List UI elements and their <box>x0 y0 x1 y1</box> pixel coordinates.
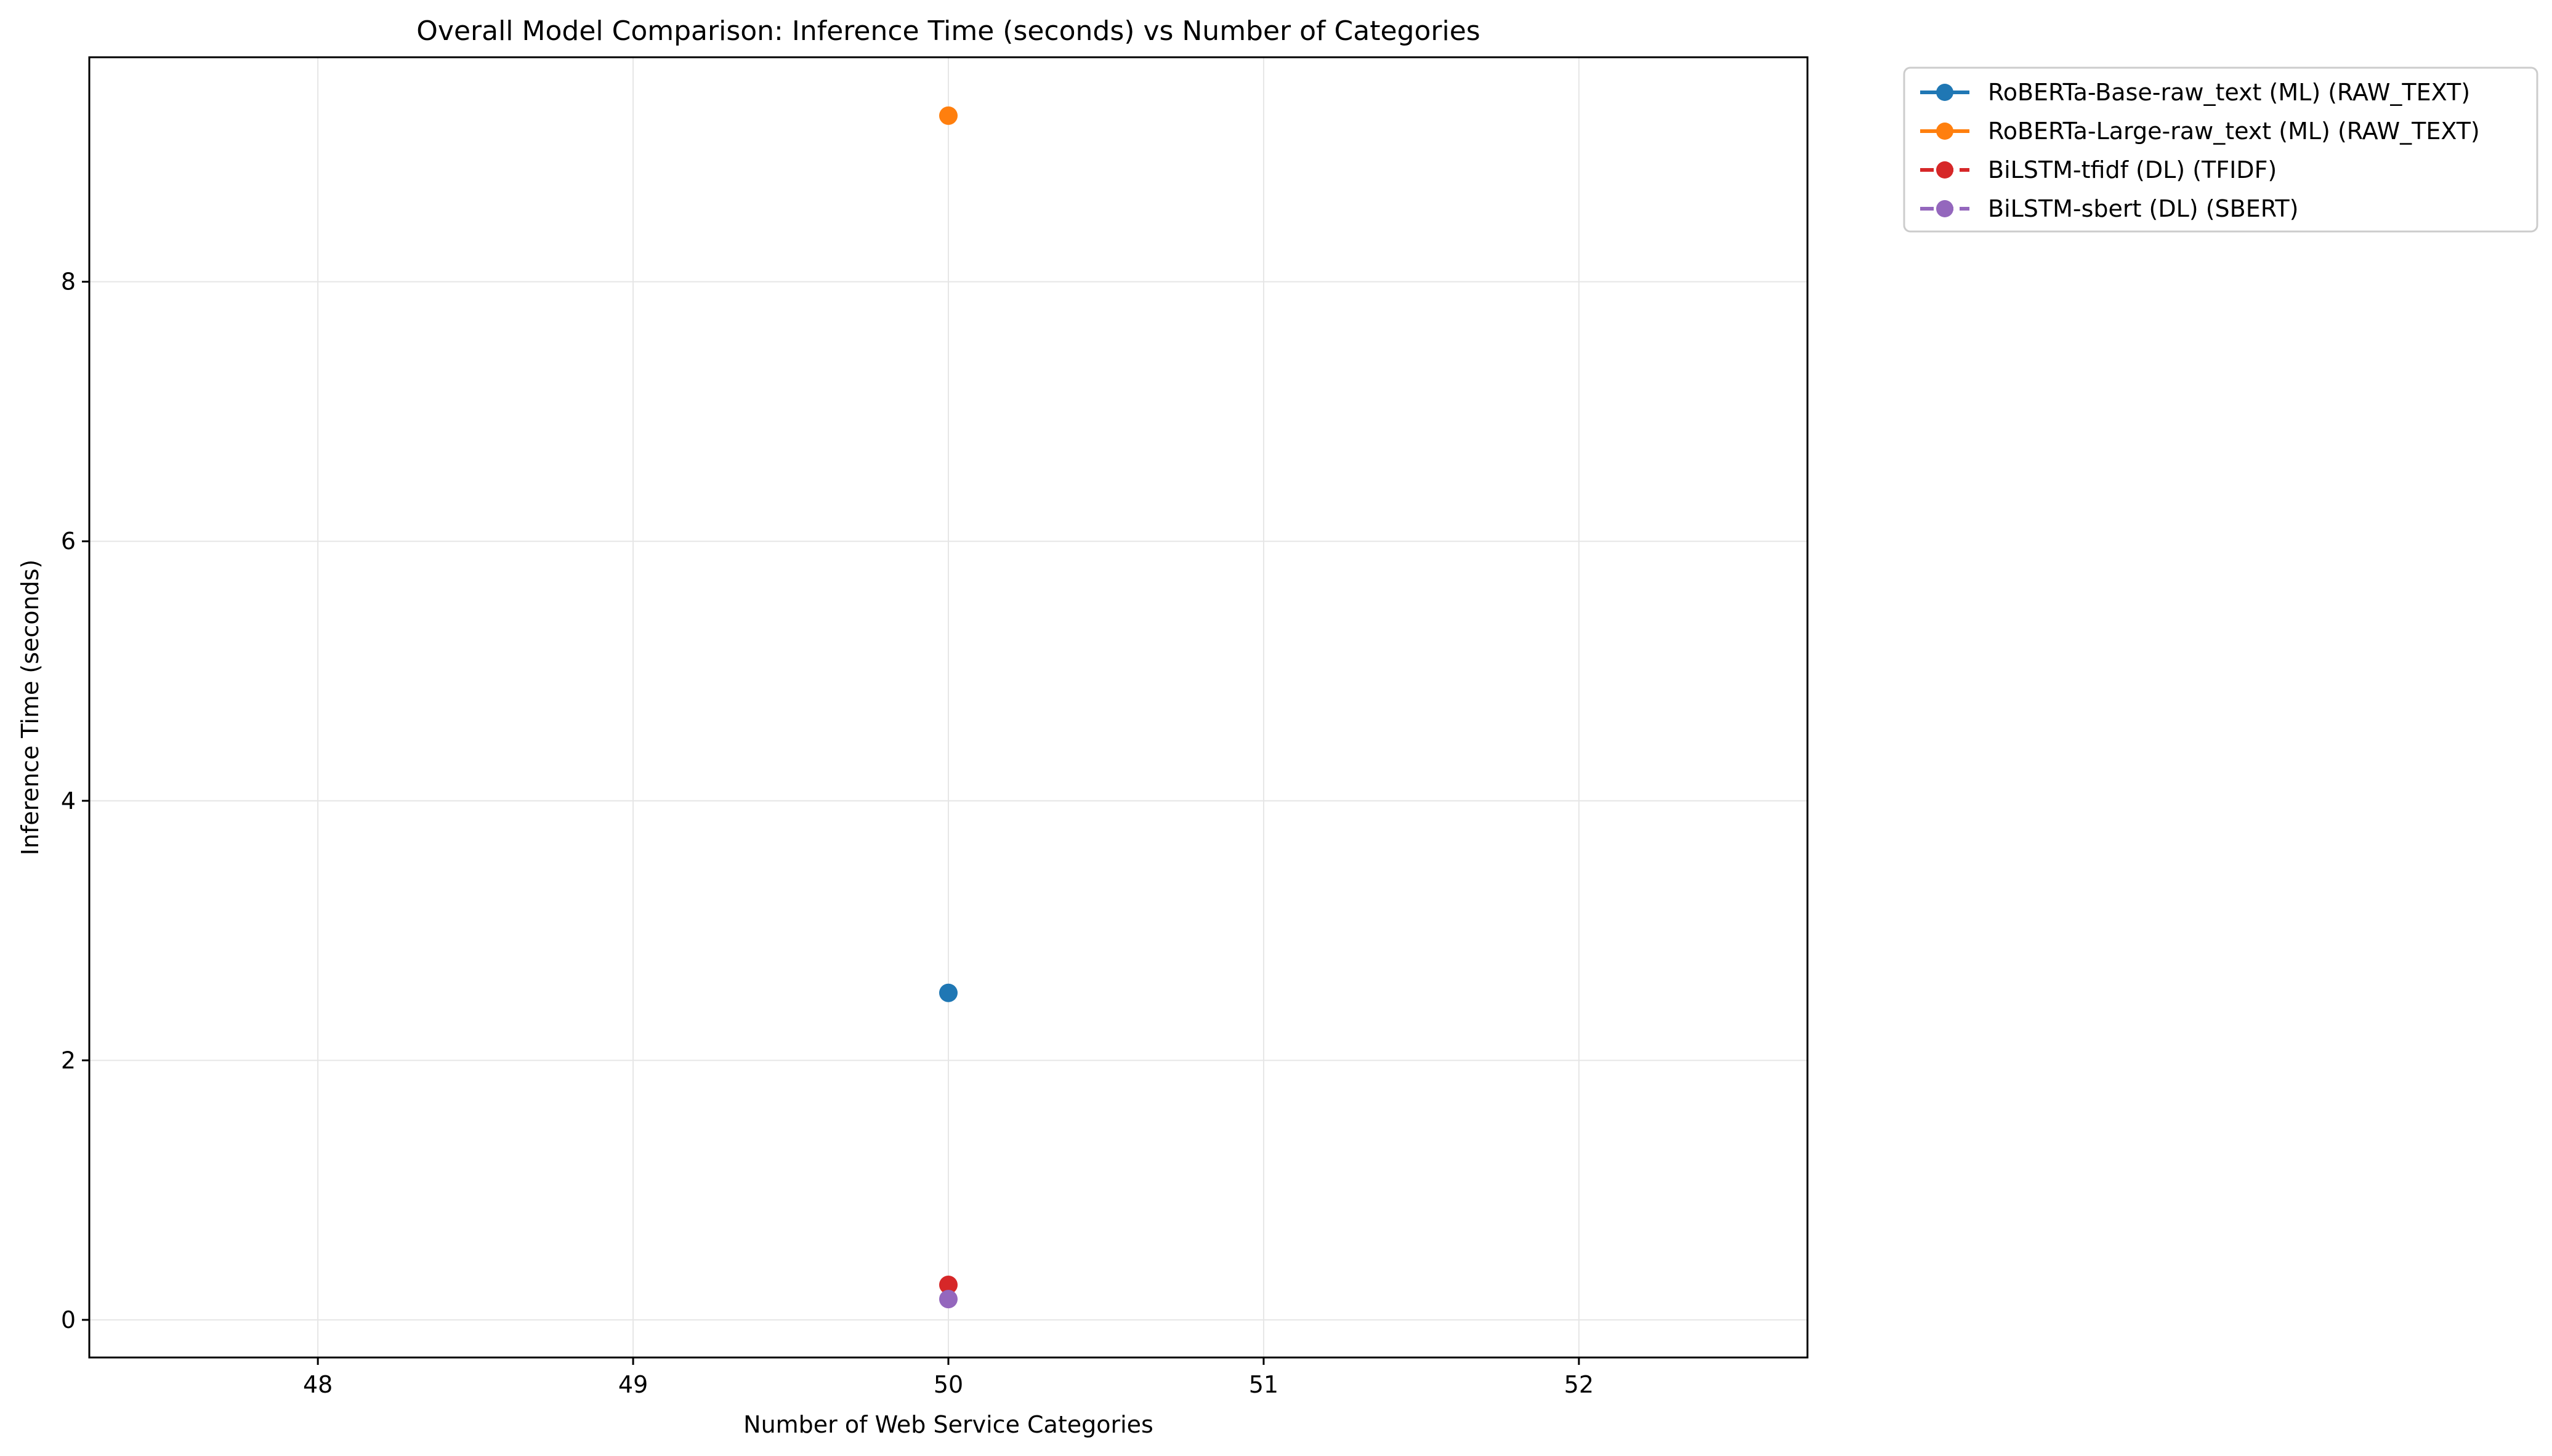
legend-box <box>1903 66 2538 233</box>
x-axis-label: Number of Web Service Categories <box>743 1411 1153 1438</box>
chart-title: Overall Model Comparison: Inference Time… <box>416 15 1480 47</box>
legend-item: RoBERTa-Large-raw_text (ML) (RAW_TEXT) <box>1920 118 2480 145</box>
series-group <box>939 1275 958 1294</box>
legend-item: BiLSTM-tfidf (DL) (TFIDF) <box>1920 156 2277 183</box>
y-tick-label: 6 <box>61 528 76 555</box>
y-tick-label: 2 <box>61 1047 76 1074</box>
data-point <box>939 1290 958 1309</box>
y-tick-label: 0 <box>61 1306 76 1333</box>
tick-layer: 48 49 50 51 52 0 2 4 6 8 <box>61 268 1594 1398</box>
series-group <box>939 1290 958 1309</box>
legend: RoBERTa-Base-raw_text (ML) (RAW_TEXT) RoB… <box>1903 66 2538 233</box>
data-point <box>939 1275 958 1294</box>
legend-items: RoBERTa-Base-raw_text (ML) (RAW_TEXT) RoB… <box>1920 79 2480 222</box>
legend-label: BiLSTM-sbert (DL) (SBERT) <box>1988 195 2298 222</box>
legend-label: RoBERTa-Large-raw_text (ML) (RAW_TEXT) <box>1988 118 2480 145</box>
series-layer <box>939 106 958 1309</box>
y-tick-label: 4 <box>61 787 76 814</box>
legend-label: RoBERTa-Base-raw_text (ML) (RAW_TEXT) <box>1988 79 2470 106</box>
data-point <box>939 983 958 1002</box>
legend-item: RoBERTa-Base-raw_text (ML) (RAW_TEXT) <box>1920 79 2470 106</box>
x-tick-label: 51 <box>1249 1371 1278 1398</box>
series-group <box>939 106 958 125</box>
legend-marker <box>1936 123 1953 140</box>
data-point <box>939 106 958 125</box>
series-group <box>939 983 958 1002</box>
legend-marker <box>1936 161 1953 179</box>
x-tick-label: 52 <box>1564 1371 1594 1398</box>
y-axis-label: Inference Time (seconds) <box>17 560 44 856</box>
grid-layer <box>89 57 1807 1357</box>
legend-marker <box>1936 200 1953 217</box>
x-tick-label: 49 <box>618 1371 648 1398</box>
legend-item: BiLSTM-sbert (DL) (SBERT) <box>1920 195 2298 222</box>
x-tick-label: 48 <box>303 1371 333 1398</box>
y-tick-label: 8 <box>61 268 76 296</box>
x-tick-label: 50 <box>934 1371 963 1398</box>
legend-marker <box>1936 84 1953 101</box>
plot-frame <box>88 56 1809 1359</box>
legend-label: BiLSTM-tfidf (DL) (TFIDF) <box>1988 156 2277 183</box>
